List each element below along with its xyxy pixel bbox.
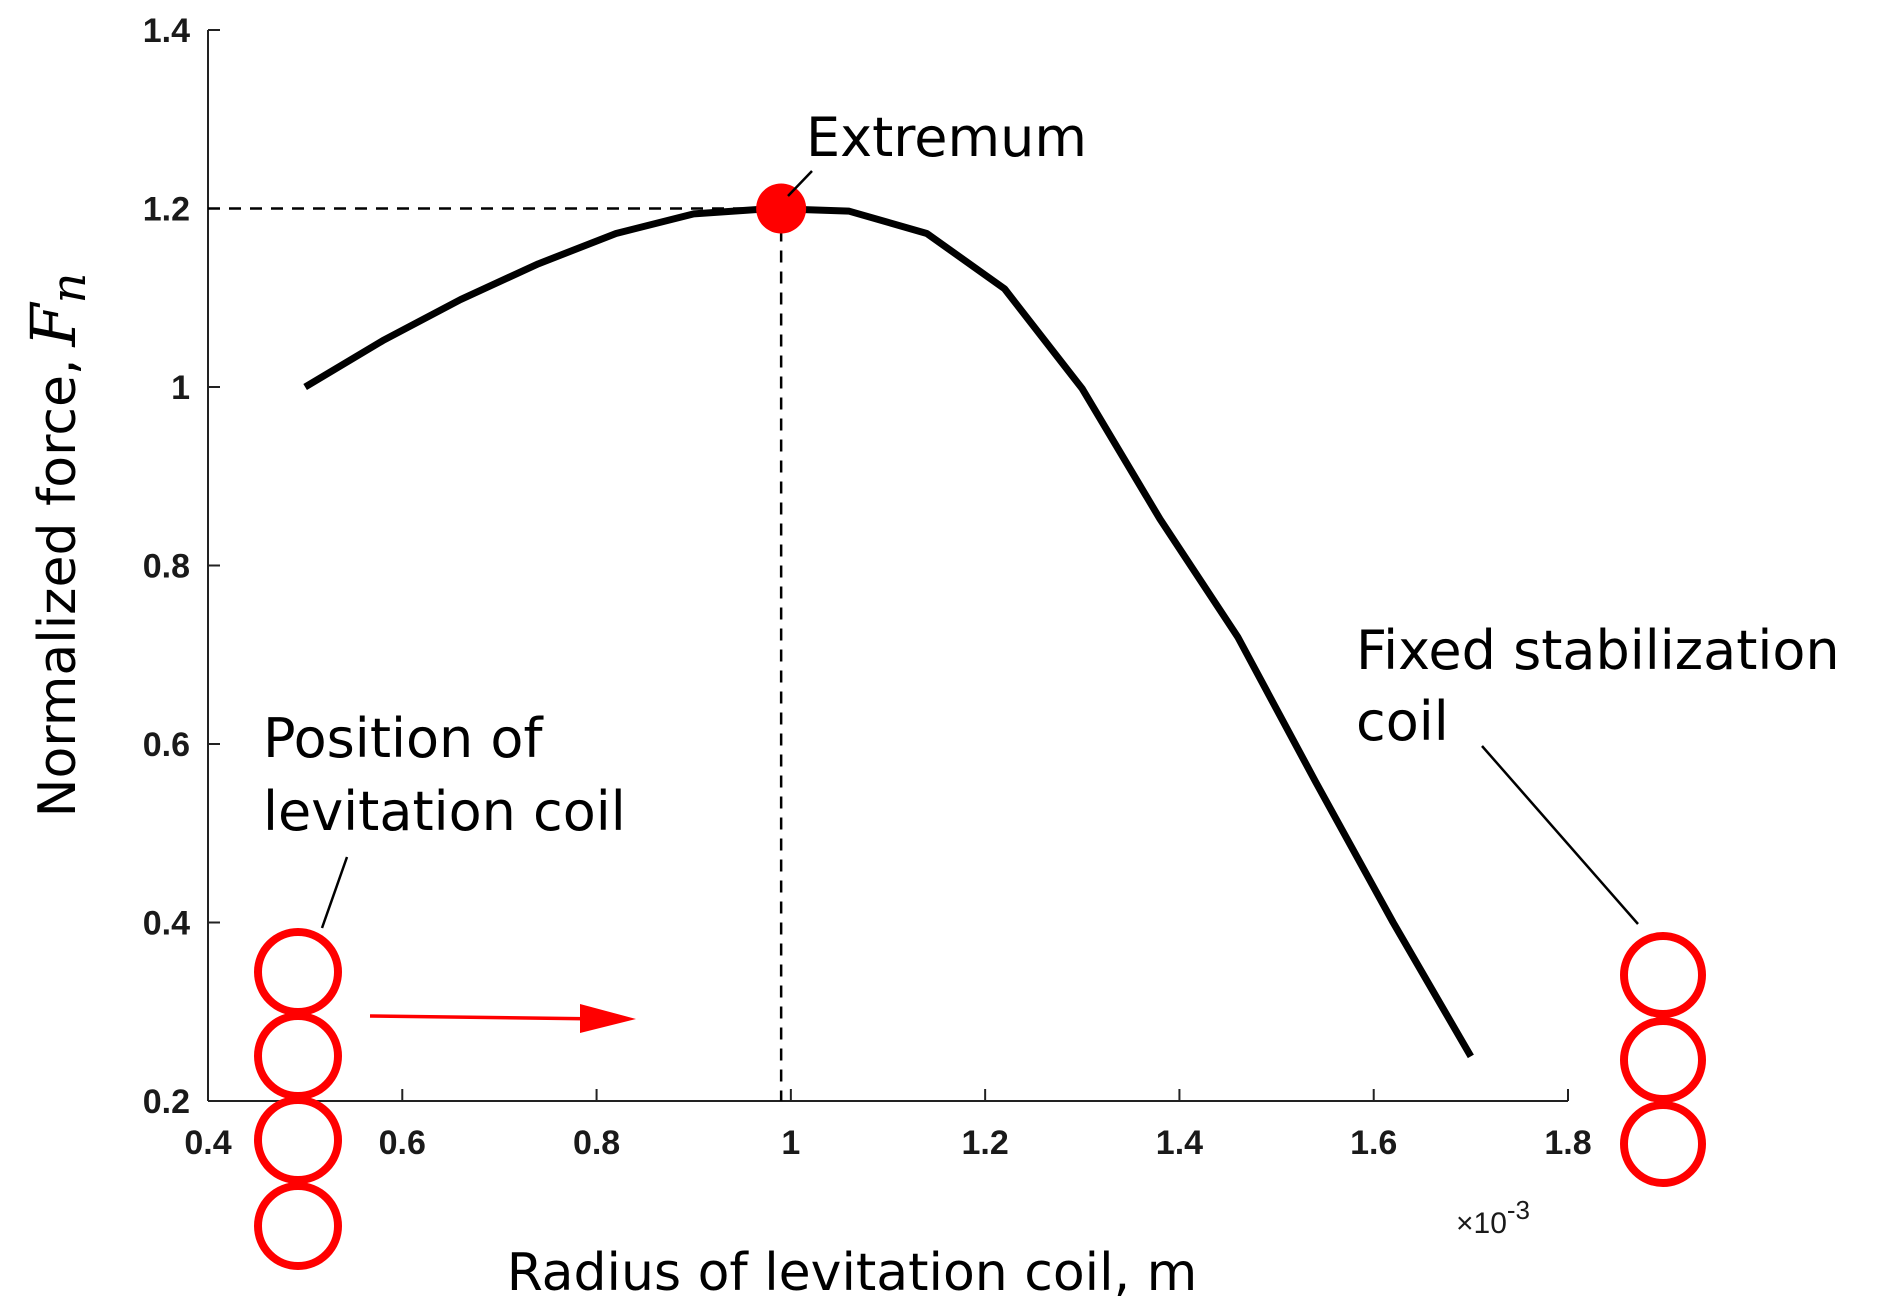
x-axis-title: Radius of levitation coil, m bbox=[507, 1243, 1198, 1303]
levitation-coil-leader-line bbox=[320, 856, 349, 929]
levitation-coil-icon bbox=[254, 928, 342, 1270]
stabilization-coil-turn-2 bbox=[1620, 1017, 1706, 1103]
x-axis-multiplier-exponent: -3 bbox=[1507, 1195, 1530, 1225]
x-tick-label: 0.6 bbox=[379, 1124, 426, 1162]
y-tick-label: 1 bbox=[171, 369, 190, 407]
stabilization-coil-label-line1: Fixed stabilization bbox=[1356, 619, 1840, 682]
x-tick-label: 0.8 bbox=[573, 1124, 620, 1162]
x-tick-label: 1.8 bbox=[1544, 1124, 1591, 1162]
y-axis-title: Normalized force,Fn bbox=[17, 273, 97, 818]
y-axis-symbol: F bbox=[17, 302, 90, 348]
levitation-coil-turn-3 bbox=[254, 1096, 342, 1184]
x-tick-label: 1.6 bbox=[1350, 1124, 1397, 1162]
y-tick-label: 1.2 bbox=[143, 191, 190, 229]
y-axis-title-group: Normalized force,Fn bbox=[17, 273, 97, 818]
stabilization-coil-leader-line bbox=[1481, 745, 1639, 925]
y-tick-label: 1.4 bbox=[143, 12, 190, 50]
x-tick-label: 1.4 bbox=[1156, 1124, 1203, 1162]
y-tick-label: 0.8 bbox=[143, 548, 190, 586]
movement-arrow bbox=[369, 1004, 636, 1033]
levitation-coil-label-line1: Position of bbox=[263, 707, 544, 770]
y-tick-label: 0.6 bbox=[143, 726, 190, 764]
stabilization-coil-turn-1 bbox=[1620, 932, 1706, 1018]
extremum-leader-line bbox=[787, 170, 813, 197]
extremum-marker bbox=[756, 183, 807, 234]
y-axis-symbol-subscript: n bbox=[41, 273, 97, 304]
levitation-coil-turn-2 bbox=[254, 1012, 342, 1100]
stabilization-coil-icon bbox=[1620, 932, 1706, 1187]
x-tick-label: 1 bbox=[781, 1124, 800, 1162]
extremum-label: Extremum bbox=[806, 106, 1087, 169]
levitation-coil-turn-1 bbox=[254, 928, 342, 1016]
y-tick-label: 0.4 bbox=[143, 905, 190, 943]
y-tick-label: 0.2 bbox=[143, 1083, 190, 1121]
x-tick-label: 1.2 bbox=[962, 1124, 1009, 1162]
levitation-coil-turn-4 bbox=[254, 1182, 342, 1270]
x-tick-label: 0.4 bbox=[184, 1124, 231, 1162]
x-axis-multiplier: ×10-3 bbox=[1456, 1195, 1530, 1240]
stabilization-coil-turn-3 bbox=[1620, 1101, 1706, 1187]
levitation-coil-label-line2: levitation coil bbox=[263, 780, 626, 843]
axis-ticks: 0.4 0.6 0.8 1 1.2 1.4 1.6 1.80.20.40.60.811.21.… bbox=[143, 12, 1592, 1162]
force-curve bbox=[303, 205, 1474, 1059]
stabilization-coil-label-line2: coil bbox=[1356, 690, 1449, 753]
